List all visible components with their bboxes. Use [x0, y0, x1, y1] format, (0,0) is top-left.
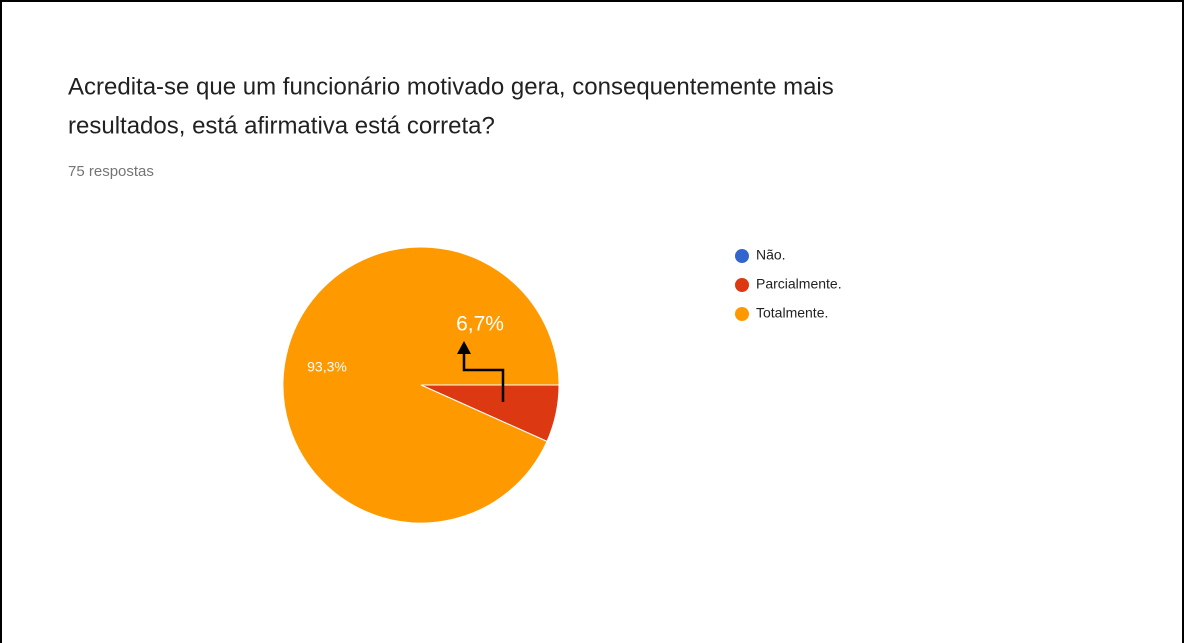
chart-subtitle: 75 respostas — [68, 163, 154, 180]
chart-title: resultados, está afirmativa está correta… — [68, 112, 495, 139]
value-label: 6,7% — [456, 313, 504, 336]
arrow-head — [457, 341, 471, 354]
pie — [282, 246, 560, 524]
legend-label: Parcialmente. — [756, 276, 842, 292]
chart-title: Acredita-se que um funcionário motivado … — [68, 73, 834, 100]
arrow-line — [462, 352, 505, 402]
legend-label: Não. — [756, 247, 786, 263]
pie-slice — [282, 246, 560, 524]
legend-swatch — [735, 278, 749, 292]
value-labels: 6,7% 93,3% — [307, 313, 504, 375]
legend-label: Totalmente. — [756, 305, 828, 321]
annotation-arrow — [457, 341, 505, 402]
legend: Não. Parcialmente. Totalmente. — [735, 247, 842, 321]
value-label: 93,3% — [307, 359, 347, 375]
legend-swatch — [735, 307, 749, 321]
legend-swatch — [735, 249, 749, 263]
